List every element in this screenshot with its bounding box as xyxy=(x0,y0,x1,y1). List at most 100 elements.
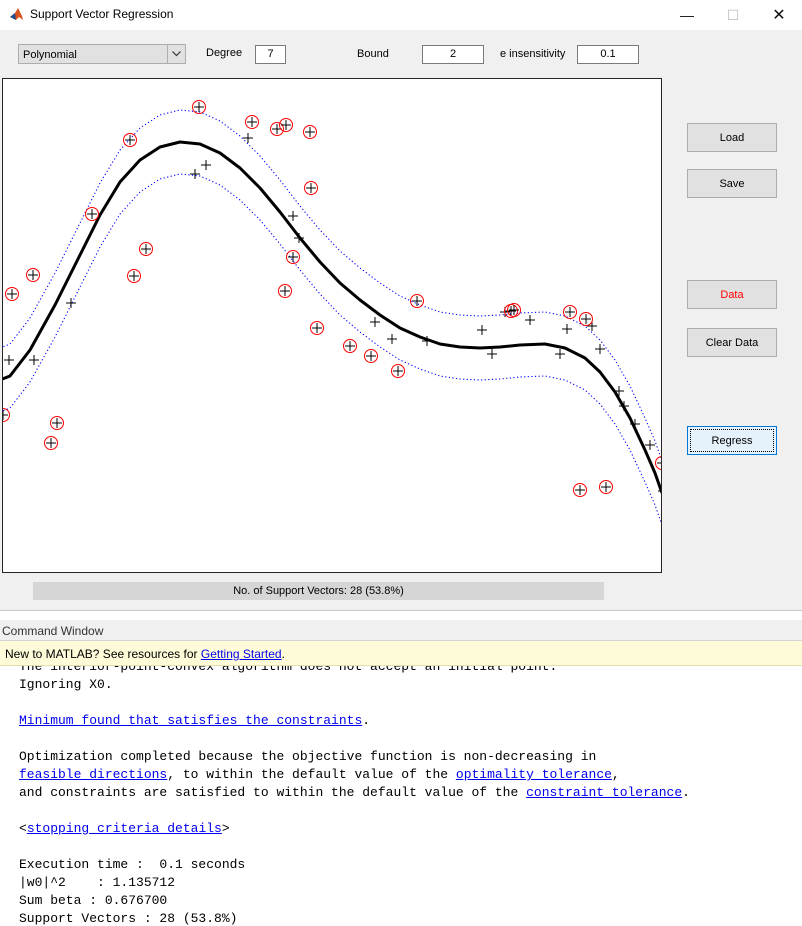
bound-label: Bound xyxy=(357,48,389,60)
data-button[interactable]: Data xyxy=(687,280,777,309)
eps-field[interactable]: 0.1 xyxy=(577,45,639,64)
window-title: Support Vector Regression xyxy=(30,7,174,21)
support-vector-point xyxy=(3,408,10,422)
kernel-value: Polynomial xyxy=(23,49,77,61)
console-line: |w0|^2 : 1.135712 xyxy=(19,875,176,890)
minimize-button[interactable]: — xyxy=(680,7,694,23)
support-vector-point xyxy=(50,416,64,430)
console-text: . xyxy=(682,785,690,800)
data-point xyxy=(201,160,211,170)
console-line: Support Vectors : 28 (53.8%) xyxy=(19,911,238,926)
chevron-down-icon xyxy=(167,45,185,63)
data-point xyxy=(595,344,605,354)
feasible-directions-link[interactable]: feasible directions xyxy=(19,767,168,782)
support-vector-point xyxy=(286,250,300,264)
console-text: . xyxy=(362,713,371,728)
constraint-tolerance-link[interactable]: constraint tolerance xyxy=(526,785,683,800)
data-point xyxy=(29,355,39,365)
banner-text: New to MATLAB? See resources for Getting… xyxy=(5,647,285,661)
data-point xyxy=(614,386,624,396)
support-vector-point xyxy=(655,456,661,470)
support-vector-point xyxy=(85,207,99,221)
support-vector-point xyxy=(391,364,405,378)
support-vector-point xyxy=(192,100,206,114)
support-vector-point xyxy=(310,321,324,335)
support-vector-point xyxy=(139,242,153,256)
data-point xyxy=(370,317,380,327)
degree-field[interactable]: 7 xyxy=(255,45,286,64)
support-vector-point xyxy=(599,480,613,494)
support-vector-point xyxy=(44,436,58,450)
support-vector-point xyxy=(278,284,292,298)
kernel-dropdown[interactable]: Polynomial xyxy=(18,44,186,64)
load-button[interactable]: Load xyxy=(687,123,777,152)
data-point xyxy=(4,355,14,365)
support-vector-point xyxy=(127,269,141,283)
console-text: < xyxy=(19,821,27,836)
data-point xyxy=(645,440,655,450)
maximize-button[interactable]: ☐ xyxy=(726,6,740,23)
data-point xyxy=(587,321,597,331)
support-vector-status: No. of Support Vectors: 28 (53.8%) xyxy=(33,582,604,600)
data-point xyxy=(619,401,629,411)
support-vector-point xyxy=(26,268,40,282)
support-vector-point xyxy=(270,122,284,136)
stopping-criteria-link[interactable]: stopping criteria details xyxy=(26,821,222,836)
regression-curve xyxy=(3,140,661,494)
support-vector-point xyxy=(245,115,259,129)
minimum-found-link[interactable]: Minimum found that satisfies the constra… xyxy=(19,713,363,728)
data-point xyxy=(387,334,397,344)
save-button[interactable]: Save xyxy=(687,169,777,198)
data-point xyxy=(555,349,565,359)
upper-margin-line xyxy=(3,109,661,460)
console-line: Minimum found that satisfies the constra… xyxy=(19,713,370,728)
console-text: , xyxy=(611,767,620,782)
support-vector-point xyxy=(410,294,424,308)
plot-axes[interactable] xyxy=(2,78,662,573)
regress-button[interactable]: Regress xyxy=(687,426,777,455)
figure-panel: Polynomial Degree 7 Bound 2 e insensitiv… xyxy=(0,30,802,611)
data-point xyxy=(487,349,497,359)
regress-label: Regress xyxy=(711,434,753,447)
console-text: , to within the default value of the xyxy=(167,767,456,782)
data-point xyxy=(66,298,76,308)
support-vector-point xyxy=(507,303,521,317)
focus-outline xyxy=(690,429,774,452)
console-text: and constraints are satisfied to within … xyxy=(19,785,527,800)
support-vector-point xyxy=(123,133,137,147)
data-point xyxy=(562,324,572,334)
console-line: Execution time : 0.1 seconds xyxy=(19,857,246,872)
eps-label: e insensitivity xyxy=(500,48,566,60)
command-window-header: Command Window xyxy=(0,620,802,641)
data-point xyxy=(477,325,487,335)
data-point xyxy=(243,133,253,143)
getting-started-link[interactable]: Getting Started xyxy=(200,647,282,661)
data-point xyxy=(294,233,304,243)
command-window-title: Command Window xyxy=(2,624,104,638)
bound-field[interactable]: 2 xyxy=(422,45,484,64)
data-point xyxy=(190,169,200,179)
data-point xyxy=(288,211,298,221)
console-line: Sum beta : 0.676700 xyxy=(19,893,168,908)
support-vector-point xyxy=(343,339,357,353)
console-line: feasible directions, to within the defau… xyxy=(19,767,620,782)
close-button[interactable]: ✕ xyxy=(772,7,786,24)
command-window-output[interactable]: The interior-point-convex algorithm does… xyxy=(0,666,802,926)
console-line: The interior-point-convex algorithm does… xyxy=(19,666,558,674)
lower-margin-line xyxy=(3,173,661,524)
console-line: <stopping criteria details> xyxy=(19,821,230,836)
data-point xyxy=(630,419,640,429)
console-line: Optimization completed because the objec… xyxy=(19,749,597,764)
optimality-tolerance-link[interactable]: optimality tolerance xyxy=(455,767,612,782)
support-vector-point xyxy=(304,181,318,195)
banner-prefix: New to MATLAB? See resources for xyxy=(5,647,201,661)
support-vector-point xyxy=(279,118,293,132)
clear-data-button[interactable]: Clear Data xyxy=(687,328,777,357)
support-vector-point xyxy=(303,125,317,139)
regression-plot xyxy=(3,100,661,524)
support-vector-point xyxy=(5,287,19,301)
matlab-icon xyxy=(9,7,24,22)
data-point xyxy=(422,336,432,346)
support-vector-point xyxy=(563,305,577,319)
data-point xyxy=(525,315,535,325)
